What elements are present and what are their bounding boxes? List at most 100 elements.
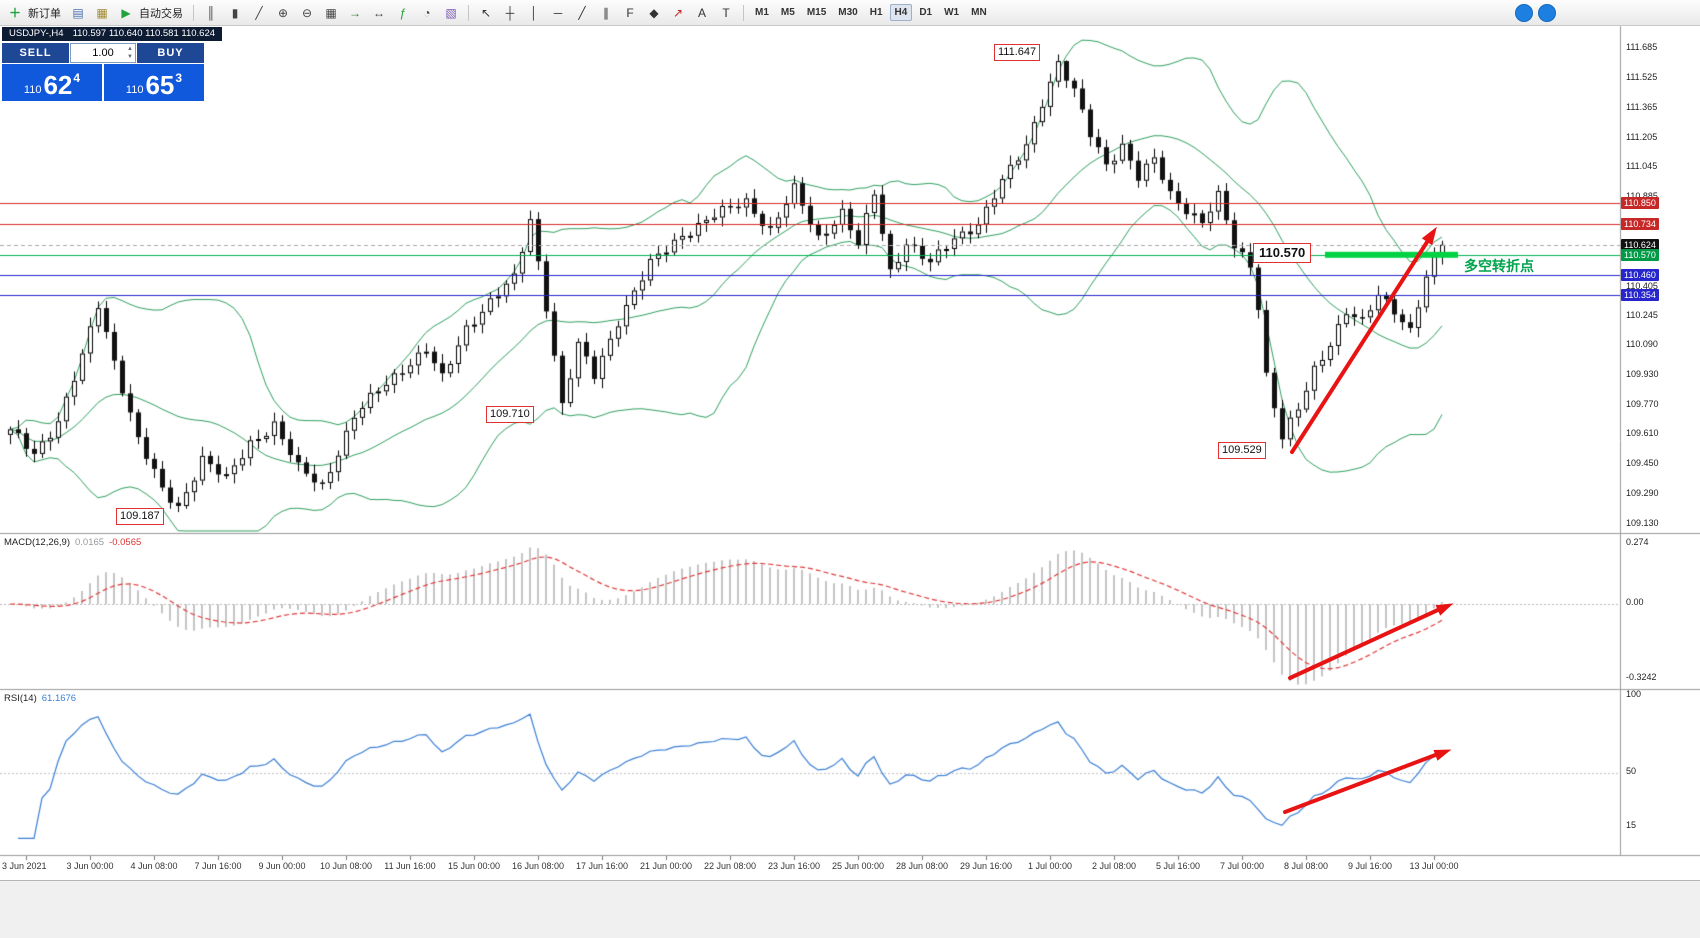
- candlestick-icon[interactable]: ▮: [231, 5, 239, 20]
- time-axis-label: 16 Jun 08:00: [511, 861, 565, 871]
- line-chart-icon[interactable]: ╱: [255, 5, 263, 20]
- auto-trading-button[interactable]: 自动交易: [139, 7, 183, 20]
- arrows-tool-icon[interactable]: ↗: [672, 5, 684, 20]
- new-order-icon[interactable]: ＋: [8, 6, 21, 20]
- volume-down-icon[interactable]: ▼: [127, 54, 133, 60]
- toolbar-separator: [743, 4, 744, 21]
- timeframe-m5-button[interactable]: M5: [780, 7, 795, 18]
- time-axis-label: 22 Jun 08:00: [703, 861, 757, 871]
- macd-axis-label: 0.274: [1626, 537, 1649, 547]
- timeframe-m1-button[interactable]: M1: [755, 7, 769, 18]
- chart-shift-icon[interactable]: ↔: [373, 5, 385, 20]
- time-axis-label: 17 Jun 16:00: [575, 861, 629, 871]
- price-axis-tag: 110.624: [1621, 238, 1659, 251]
- tile-windows-icon[interactable]: ▦: [325, 5, 337, 20]
- price-annotation[interactable]: 109.529: [1218, 442, 1266, 460]
- price-axis-label: 109.770: [1626, 398, 1659, 409]
- price-axis-label: 111.045: [1626, 161, 1658, 172]
- price-axis-tag: 110.734: [1621, 218, 1659, 231]
- timeframe-w1-button[interactable]: W1: [944, 7, 960, 18]
- channel-icon[interactable]: ∥: [603, 5, 609, 20]
- zoom-out-icon[interactable]: ⊖: [301, 5, 313, 20]
- volume-input[interactable]: 1.00 ▲ ▼: [70, 43, 136, 63]
- time-axis-label: 4 Jun 08:00: [130, 861, 178, 871]
- crosshair-icon[interactable]: ┼: [505, 5, 515, 20]
- macd-main-value: 0.0165: [75, 537, 105, 548]
- time-axis-label: 29 Jun 16:00: [959, 861, 1013, 871]
- volume-spinner[interactable]: ▲ ▼: [127, 45, 133, 61]
- time-axis-label: 7 Jun 16:00: [194, 861, 242, 871]
- price-axis-label: 109.610: [1626, 428, 1659, 439]
- price-axis-label: 109.290: [1626, 487, 1659, 498]
- timeframe-h1-button[interactable]: H1: [869, 7, 883, 18]
- sell-button[interactable]: SELL: [2, 43, 69, 63]
- trendline-icon[interactable]: ╱: [578, 5, 586, 20]
- bid-prefix: 110: [23, 84, 42, 96]
- timeframe-mn-button[interactable]: MN: [971, 7, 987, 18]
- toolbar-separator: [193, 4, 194, 21]
- timeframe-m15-button[interactable]: M15: [806, 7, 827, 18]
- price-axis-label: 111.685: [1626, 42, 1658, 53]
- time-axis-label: 3 Jun 2021: [2, 861, 47, 871]
- timeframe-h4-button[interactable]: H4: [889, 4, 913, 21]
- time-axis-label: 10 Jun 08:00: [319, 861, 373, 871]
- timeframe-switcher: M1 M5 M15 M30 H1 H4 D1 W1 MN: [750, 4, 992, 21]
- price-annotation[interactable]: 111.647: [994, 44, 1041, 62]
- periods-icon[interactable]: ◔: [423, 5, 431, 20]
- cursor-icon[interactable]: ↖: [480, 5, 492, 20]
- vertical-line-icon[interactable]: │: [530, 5, 538, 20]
- symbol-timeframe-label: USDJPY-,H4: [9, 28, 64, 39]
- timeframe-d1-button[interactable]: D1: [919, 7, 933, 18]
- price-axis-label: 111.525: [1626, 72, 1658, 83]
- text-icon[interactable]: A: [697, 5, 706, 20]
- macd-axis-label: -0.3242: [1626, 672, 1657, 682]
- toolbar-group-windows: ▤ ▦: [67, 3, 113, 23]
- buy-button[interactable]: BUY: [137, 43, 204, 63]
- volume-up-icon[interactable]: ▲: [127, 46, 133, 52]
- fibonacci-icon[interactable]: F: [626, 5, 634, 20]
- auto-scroll-icon[interactable]: →: [349, 5, 361, 20]
- time-axis-label: 8 Jul 08:00: [1283, 861, 1329, 871]
- indicators-icon[interactable]: ƒ: [399, 5, 407, 20]
- time-axis-label: 9 Jul 16:00: [1347, 861, 1393, 871]
- macd-name: MACD(12,26,9): [4, 537, 70, 548]
- price-axis-label: 111.365: [1626, 101, 1658, 112]
- one-click-trading-panel: SELL 1.00 ▲ ▼ BUY 110 62 4 110 65 3: [2, 43, 204, 101]
- shapes-icon[interactable]: ◆: [649, 5, 659, 20]
- templates-icon[interactable]: ▧: [445, 5, 457, 20]
- macd-indicator-label: MACD(12,26,9) 0.0165 -0.0565: [4, 537, 141, 548]
- search-icon[interactable]: [1538, 3, 1556, 22]
- toolbar: ＋ 新订单 ▤ ▦ ▶ 自动交易 ║ ▮ ╱ ⊕ ⊖ ▦ → ↔ ƒ ◔ ▧ ↖ ┼ │ ─ ╱ ∥ F ◆ ↗ A T …: [0, 0, 1700, 26]
- bar-chart-icon[interactable]: ║: [206, 5, 216, 20]
- label-icon[interactable]: T: [722, 5, 730, 20]
- price-annotation[interactable]: 109.710: [486, 405, 534, 423]
- new-order-button[interactable]: 新订单: [28, 7, 61, 20]
- price-axis-label: 110.405: [1626, 280, 1658, 291]
- timeframe-m30-button[interactable]: M30: [838, 7, 858, 18]
- zoom-in-icon[interactable]: ⊕: [277, 5, 289, 20]
- horizontal-line-icon[interactable]: ─: [553, 5, 563, 20]
- time-axis-label: 25 Jun 00:00: [831, 861, 885, 871]
- key-level-label[interactable]: 110.570: [1253, 243, 1312, 263]
- turning-point-label[interactable]: 多空转折点: [1464, 258, 1534, 274]
- time-axis-label: 28 Jun 08:00: [895, 861, 949, 871]
- community-icon[interactable]: [1515, 3, 1533, 22]
- price-annotation[interactable]: 109.187: [116, 508, 164, 526]
- profiles-icon[interactable]: ▦: [96, 5, 108, 20]
- ohlc-values: 110.597 110.640 110.581 110.624: [72, 28, 216, 39]
- price-axis-tag: 110.460: [1621, 269, 1659, 282]
- rsi-indicator-label: RSI(14) 61.1676: [4, 693, 76, 704]
- chart-title-bar: USDJPY-,H4 110.597 110.640 110.581 110.6…: [2, 27, 223, 41]
- price-axis-label: 110.090: [1626, 339, 1658, 350]
- toolbar-group-drawing: ↖ ┼ │ ─ ╱ ∥ F ◆ ↗ A T: [475, 3, 737, 23]
- ask-main-digits: 65: [145, 70, 175, 100]
- price-axis-label: 111.205: [1626, 131, 1658, 142]
- time-axis-label: 9 Jun 00:00: [258, 861, 306, 871]
- time-axis-label: 23 Jun 16:00: [767, 861, 821, 871]
- charts-icon[interactable]: ▤: [72, 5, 84, 20]
- toolbar-separator: [468, 4, 469, 21]
- bid-price[interactable]: 110 62 4: [2, 64, 102, 101]
- ask-price[interactable]: 110 65 3: [104, 64, 204, 101]
- auto-trading-icon[interactable]: ▶: [121, 5, 131, 20]
